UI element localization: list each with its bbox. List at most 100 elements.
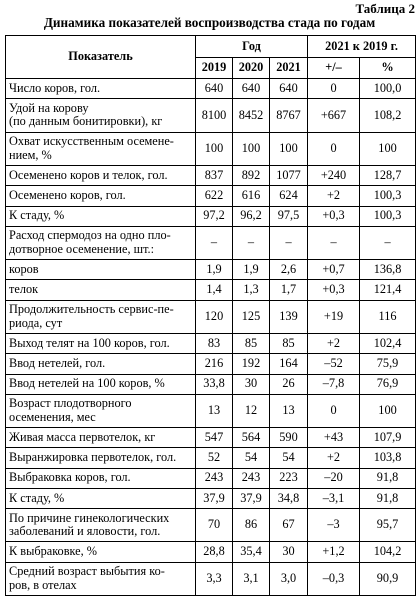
row-label: Удой на корову (по данным бонитировки), к… bbox=[5, 98, 196, 133]
value-2019: 83 bbox=[195, 333, 233, 355]
value-2020: 564 bbox=[232, 427, 270, 449]
value-2019: 28,8 bbox=[195, 541, 233, 563]
table-row: Живая масса первотелок, кг 547 564 590 +43 10… bbox=[5, 427, 417, 449]
row-label: телок bbox=[5, 279, 196, 301]
value-2021: 8767 bbox=[268, 98, 309, 133]
value-diff: –3,1 bbox=[307, 487, 361, 509]
value-pct: 107,9 bbox=[359, 427, 417, 449]
row-label: К стаду, % bbox=[5, 487, 196, 509]
table-caption: Динамика показателей воспроизводства ста… bbox=[43, 15, 376, 30]
value-2021: 3,0 bbox=[268, 561, 309, 597]
value-2019: 100 bbox=[195, 131, 233, 167]
row-label: Возраст плодотворного осеменения, мес bbox=[5, 393, 196, 429]
value-2020: 85 bbox=[232, 333, 270, 355]
value-diff: 0 bbox=[307, 393, 361, 429]
value-2020: 54 bbox=[232, 447, 270, 469]
value-diff: –3 bbox=[307, 507, 361, 543]
header-compare-group: 2021 к 2019 г. bbox=[307, 35, 417, 58]
value-2020: 1,9 bbox=[232, 259, 270, 281]
row-label: Выбраковка коров, гол. bbox=[5, 467, 196, 489]
value-diff: –20 bbox=[307, 467, 361, 489]
value-2021: 139 bbox=[268, 299, 309, 335]
value-pct: – bbox=[359, 225, 417, 261]
row-label: коров bbox=[5, 259, 196, 281]
value-2020: 30 bbox=[232, 373, 270, 395]
table-row: Средний возраст выбытия ко-ров, в отелах… bbox=[5, 561, 417, 597]
table-row: К выбраковке, % 28,8 35,4 30 +1,2 104,2 bbox=[5, 541, 417, 563]
value-pct: 121,4 bbox=[359, 279, 417, 301]
row-label: Выранжировка первотелок, гол. bbox=[5, 447, 196, 469]
value-2019: 120 bbox=[195, 299, 233, 335]
table-row: Расход спермодоз на одно пло-дотворное о… bbox=[5, 225, 417, 261]
header-indicator: Показатель bbox=[5, 35, 196, 79]
value-diff: 0 bbox=[307, 131, 361, 167]
value-pct: 100,3 bbox=[359, 205, 417, 227]
table-row: Ввод нетелей, гол. 216 192 164 –52 75,9 bbox=[5, 353, 417, 375]
header-pct: % bbox=[359, 57, 417, 79]
row-label: Осеменено коров, гол. bbox=[5, 185, 196, 207]
value-2020: 100 bbox=[232, 131, 270, 167]
table-row: Продолжительность сервис-пе-риода, сут 12… bbox=[5, 299, 417, 335]
row-label: Осеменено коров и телок, гол. bbox=[5, 165, 196, 187]
value-2021: 100 bbox=[268, 131, 309, 167]
value-pct: 104,2 bbox=[359, 541, 417, 563]
value-diff: –7,8 bbox=[307, 373, 361, 395]
value-diff: +43 bbox=[307, 427, 361, 449]
value-diff: +240 bbox=[307, 165, 361, 187]
header-year-group: Год bbox=[194, 35, 309, 58]
value-pct: 100,0 bbox=[359, 77, 417, 100]
value-pct: 91,8 bbox=[359, 487, 417, 509]
value-2020: 192 bbox=[232, 353, 270, 375]
value-pct: 116 bbox=[359, 299, 417, 335]
row-label: К выбраковке, % bbox=[5, 541, 196, 563]
value-pct: 108,2 bbox=[359, 98, 417, 133]
row-label: Продолжительность сервис-пе-риода, сут bbox=[5, 299, 196, 335]
value-2021: 85 bbox=[268, 333, 309, 355]
value-2019: 243 bbox=[195, 467, 233, 489]
row-label: Ввод нетелей на 100 коров, % bbox=[5, 373, 196, 395]
value-pct: 100,3 bbox=[359, 185, 417, 207]
value-diff: +0,3 bbox=[307, 205, 361, 227]
value-pct: 128,7 bbox=[359, 165, 417, 187]
value-diff: 0 bbox=[307, 77, 361, 100]
row-label: Расход спермодоз на одно пло-дотворное о… bbox=[5, 225, 196, 261]
value-2020: 96,2 bbox=[232, 205, 270, 227]
value-2019: 70 bbox=[195, 507, 233, 543]
row-label: Охват искусственным осемене-нием, % bbox=[5, 131, 196, 167]
value-2019: 547 bbox=[195, 427, 233, 449]
table-row: К стаду, % 97,2 96,2 97,5 +0,3 100,3 bbox=[5, 205, 417, 227]
value-pct: 100 bbox=[359, 131, 417, 167]
value-2021: 164 bbox=[268, 353, 309, 375]
header-diff: +/– bbox=[307, 57, 361, 79]
value-2019: 13 bbox=[195, 393, 233, 429]
value-2020: 37,9 bbox=[232, 487, 270, 509]
value-2021: 624 bbox=[268, 185, 309, 207]
row-label: Выход телят на 100 коров, гол. bbox=[5, 333, 196, 355]
table-row: Охват искусственным осемене-нием, % 100 10… bbox=[5, 131, 417, 167]
value-2019: 3,3 bbox=[195, 561, 233, 597]
value-2021: 54 bbox=[268, 447, 309, 469]
table-row: По причине гинекологических заболеваний и… bbox=[5, 507, 417, 543]
table-row: Выбраковка коров, гол. 243 243 223 –20 91,8 bbox=[5, 467, 417, 489]
value-2021: 26 bbox=[268, 373, 309, 395]
value-2021: 97,5 bbox=[268, 205, 309, 227]
row-label: Живая масса первотелок, кг bbox=[5, 427, 196, 449]
value-2019: 1,9 bbox=[195, 259, 233, 281]
value-2020: 640 bbox=[232, 77, 270, 100]
value-2019: 8100 bbox=[195, 98, 233, 133]
value-2019: – bbox=[195, 225, 233, 261]
value-2019: 97,2 bbox=[195, 205, 233, 227]
value-pct: 100 bbox=[359, 393, 417, 429]
table-row: Осеменено коров, гол. 622 616 624 +2 100,3 bbox=[5, 185, 417, 207]
value-2019: 52 bbox=[195, 447, 233, 469]
value-2020: 892 bbox=[232, 165, 270, 187]
value-2019: 33,8 bbox=[195, 373, 233, 395]
table-row: К стаду, % 37,9 37,9 34,8 –3,1 91,8 bbox=[5, 487, 417, 509]
value-2020: 616 bbox=[232, 185, 270, 207]
row-label: Ввод нетелей, гол. bbox=[5, 353, 196, 375]
table-row: телок 1,4 1,3 1,7 +0,3 121,4 bbox=[5, 279, 417, 301]
value-diff: +0,3 bbox=[307, 279, 361, 301]
value-2021: 13 bbox=[268, 393, 309, 429]
value-2021: 223 bbox=[268, 467, 309, 489]
